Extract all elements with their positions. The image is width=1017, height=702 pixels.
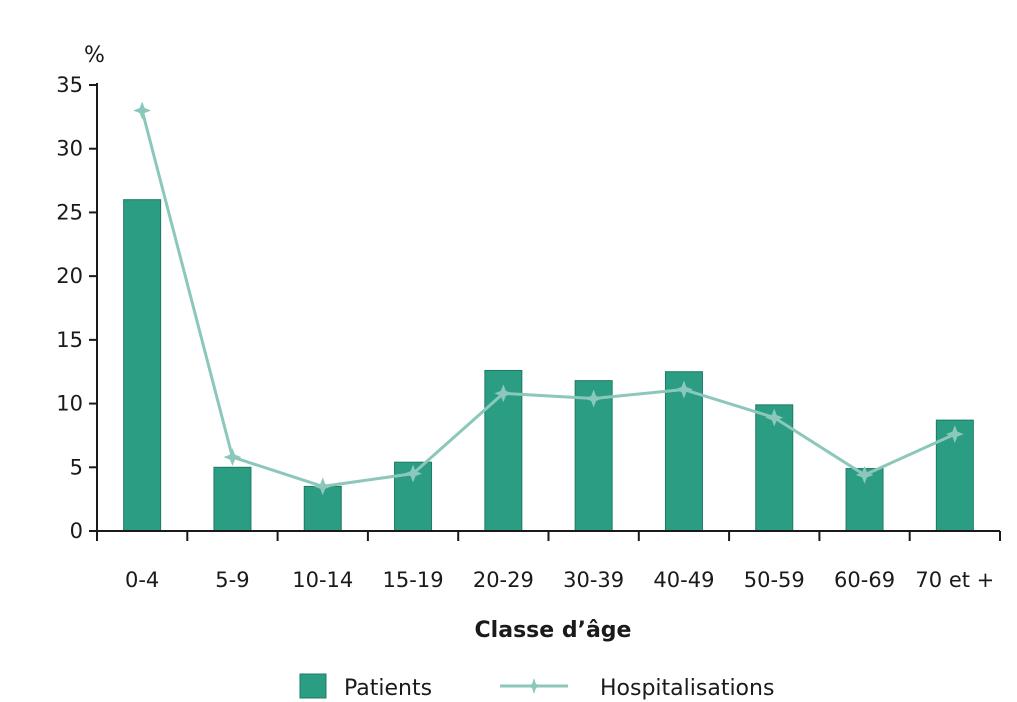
line-hospitalisations (140, 110, 956, 488)
y-tick-label: 25 (56, 200, 83, 224)
x-tick-label: 70 et + (915, 568, 994, 592)
x-tick-label: 40-49 (653, 568, 714, 592)
bars-group (123, 199, 974, 532)
y-unit-label: % (84, 43, 105, 68)
x-axis: 0-4 5-9 10-14 15-19 20-29 30-39 40-49 50-59 60-6… (96, 530, 1001, 592)
legend: Patients Hospitalisations (299, 673, 774, 701)
point-hospitalisations-60-69 (855, 465, 874, 484)
point-hospitalisations-30-39 (584, 389, 603, 408)
legend-label-patients: Patients (344, 676, 432, 701)
y-tick-label: 5 (70, 455, 83, 479)
x-tick-label: 5-9 (215, 568, 249, 592)
y-tick-label: 20 (56, 264, 83, 288)
x-tick-label: 60-69 (834, 568, 895, 592)
y-tick-label: 10 (56, 392, 83, 416)
y-tick-label: 0 (70, 519, 83, 543)
x-tick-label: 0-4 (125, 568, 159, 592)
point-hospitalisations-20-29 (494, 384, 513, 403)
x-tick-label: 15-19 (383, 568, 444, 592)
y-tick-label: 30 (56, 137, 83, 161)
bar-0-4 (123, 199, 162, 532)
point-hospitalisations-70 et + (945, 425, 964, 444)
y-tick-label: 15 (56, 328, 83, 352)
y-tick-label: 35 (56, 73, 83, 97)
x-tick-label: 30-39 (563, 568, 624, 592)
x-tick-label: 10-14 (292, 568, 353, 592)
line-series-group (133, 101, 964, 496)
point-hospitalisations-5-9 (223, 448, 242, 467)
bar-5-9 (213, 466, 252, 532)
x-tick-label: 20-29 (473, 568, 534, 592)
legend-swatch-patients (299, 673, 327, 699)
point-hospitalisations-0-4 (133, 101, 152, 120)
bar-30-39 (574, 380, 613, 532)
legend-label-hospitalisations: Hospitalisations (600, 676, 774, 701)
point-hospitalisations-40-49 (674, 380, 693, 399)
x-tick-label: 50-59 (744, 568, 805, 592)
point-hospitalisations-50-59 (765, 408, 784, 427)
point-hospitalisations-15-19 (404, 464, 423, 483)
legend-marker-hospitalisations (526, 678, 542, 694)
y-axis: 0 5 10 15 20 25 30 35 (56, 73, 98, 543)
point-hospitalisations-10-14 (313, 477, 332, 496)
x-axis-title: Classe d’âge (475, 618, 632, 643)
